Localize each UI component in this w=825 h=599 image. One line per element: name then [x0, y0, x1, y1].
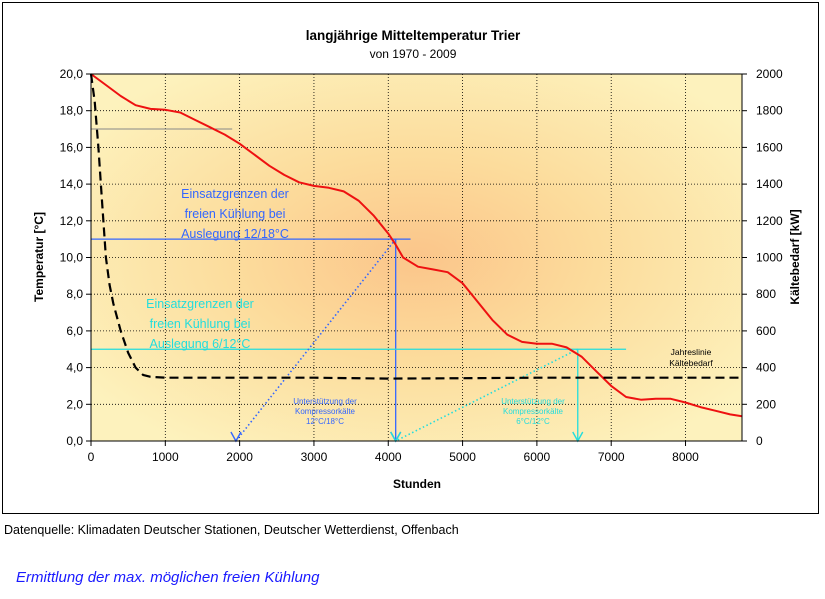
y-axis-label: Temperatur [°C] — [32, 212, 46, 302]
annotation-limit-6-12: Auslegung 6/12°C — [150, 337, 251, 351]
plot-area-border — [90, 73, 743, 442]
x-tick-label: 8000 — [672, 450, 699, 464]
y2-axis-ticks: 0 200 400 600 800 1000 1200 1400 1600 1800 2000 — [742, 67, 783, 448]
annotation-support-6-12: 6°C/12°C — [516, 417, 550, 426]
y-tick-label: 16,0 — [60, 140, 84, 154]
y2-tick-label: 1400 — [756, 177, 783, 191]
y-tick-label: 2,0 — [66, 397, 83, 411]
chart-frame: langjährige Mitteltemperatur Trier von 1… — [2, 2, 819, 514]
annotation-annual-demand: Kältebedarf — [669, 358, 713, 368]
y2-tick-label: 0 — [756, 434, 763, 448]
annotation-limit-12-18: Einsatzgrenzen der — [181, 187, 289, 201]
annotation-annual-demand: Jahreslinie — [671, 347, 712, 357]
annotation-limit-6-12: freien Kühlung bei — [150, 317, 251, 331]
y-axis-ticks: 0,0 2,0 4,0 6,0 8,0 10,0 12,0 14,0 16,0 18,0 20,0 — [60, 67, 91, 448]
x-tick-label: 6000 — [524, 450, 551, 464]
y2-tick-label: 1200 — [756, 214, 783, 228]
y2-tick-label: 200 — [756, 397, 776, 411]
data-source-note: Datenquelle: Klimadaten Deutscher Statio… — [4, 523, 459, 537]
x-tick-label: 1000 — [152, 450, 179, 464]
annotation-support-6-12: Kompressorkälte — [503, 407, 564, 416]
y-tick-label: 12,0 — [60, 214, 84, 228]
x-tick-label: 4000 — [375, 450, 402, 464]
temperature-line — [90, 73, 743, 418]
y-tick-label: 18,0 — [60, 104, 84, 118]
x-axis-ticks: 0 1000 2000 3000 4000 5000 6000 7000 8000 — [88, 441, 699, 464]
y2-axis-label: Kältebedarf [kW] — [788, 209, 802, 304]
chart-svg: langjährige Mitteltemperatur Trier von 1… — [32, 28, 802, 491]
x-tick-label: 5000 — [449, 450, 476, 464]
y2-tick-label: 2000 — [756, 67, 783, 81]
annotation-limit-12-18: Auslegung 12/18°C — [181, 227, 289, 241]
x-axis-label: Stunden — [393, 477, 441, 491]
annotations: Einsatzgrenzen der freien Kühlung bei Ausl… — [146, 187, 713, 426]
annotation-limit-6-12: Einsatzgrenzen der — [146, 297, 254, 311]
y2-tick-label: 1000 — [756, 251, 783, 265]
grid — [91, 74, 742, 441]
x-tick-label: 7000 — [598, 450, 625, 464]
y2-tick-label: 400 — [756, 361, 776, 375]
chart-subtitle: von 1970 - 2009 — [370, 47, 457, 61]
y-tick-label: 20,0 — [60, 67, 84, 81]
y2-tick-label: 1600 — [756, 140, 783, 154]
annotation-support-12-18: Kompressorkälte — [295, 407, 356, 416]
cooling-demand-line — [89, 73, 742, 380]
x-tick-label: 2000 — [226, 450, 253, 464]
y-tick-label: 0,0 — [66, 434, 83, 448]
x-tick-label: 3000 — [301, 450, 328, 464]
chart-title: langjährige Mitteltemperatur Trier — [306, 28, 521, 43]
y-tick-label: 6,0 — [66, 324, 83, 338]
y-tick-label: 4,0 — [66, 361, 83, 375]
y-tick-label: 10,0 — [60, 251, 84, 265]
annotation-support-12-18: 12°C/18°C — [306, 417, 344, 426]
y2-tick-label: 800 — [756, 287, 776, 301]
y-tick-label: 8,0 — [66, 287, 83, 301]
y2-tick-label: 1800 — [756, 104, 783, 118]
arrow-dotted-12-18 — [235, 238, 397, 442]
reference-lines — [91, 128, 627, 443]
y-tick-label: 14,0 — [60, 177, 84, 191]
figure-caption: Ermittlung der max. möglichen freien Küh… — [16, 569, 320, 586]
annotation-support-6-12: Unterstützung der — [501, 397, 565, 406]
y2-tick-label: 600 — [756, 324, 776, 338]
annotation-support-12-18: Unterstützung der — [293, 397, 357, 406]
annotation-limit-12-18: freien Kühlung bei — [185, 207, 286, 221]
x-tick-label: 0 — [88, 450, 95, 464]
data-series — [89, 73, 743, 418]
